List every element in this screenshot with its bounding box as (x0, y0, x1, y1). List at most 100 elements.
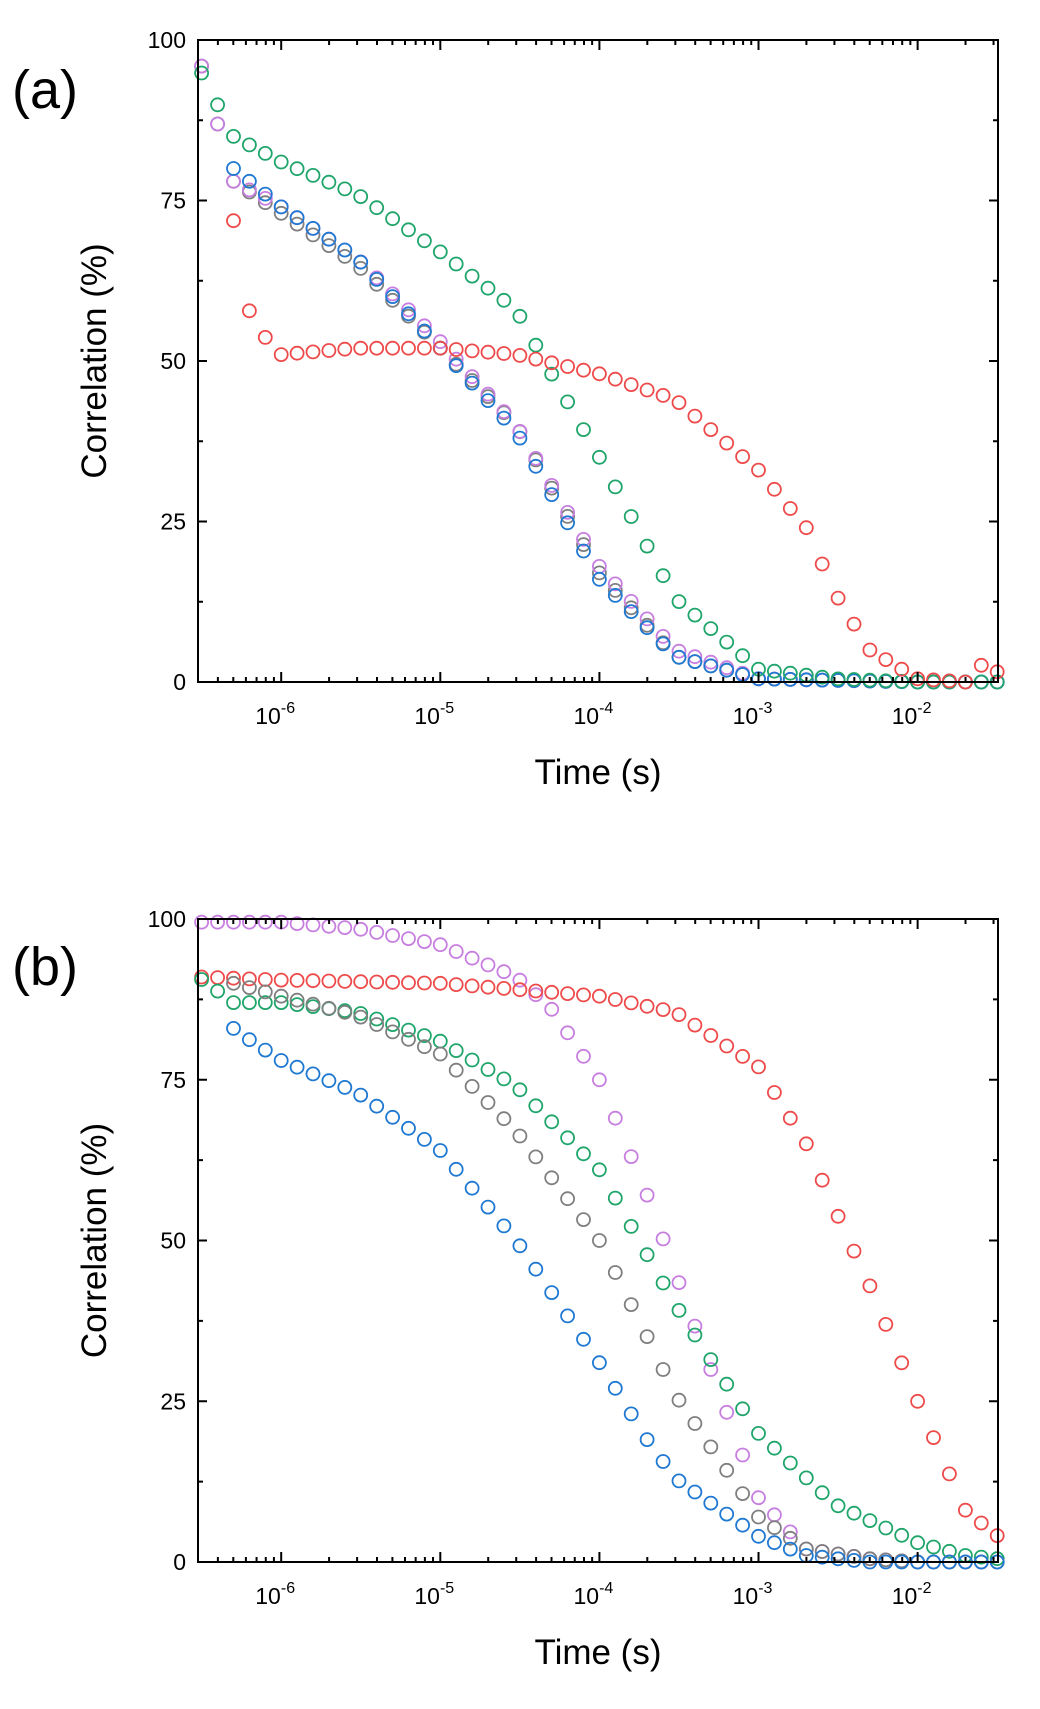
data-point (226, 970, 241, 986)
data-point (337, 974, 353, 989)
data-point (655, 387, 671, 403)
data-point (480, 1199, 496, 1215)
data-point (623, 509, 639, 524)
data-point (751, 1528, 766, 1544)
data-point (416, 233, 432, 249)
series-4 (226, 975, 1005, 1570)
data-point (592, 988, 607, 1004)
data-point (289, 345, 305, 361)
data-point (798, 672, 814, 688)
y-tick-label: 50 (160, 1228, 186, 1254)
data-point (257, 995, 273, 1010)
data-point (735, 1486, 750, 1501)
data-point (544, 1285, 560, 1300)
chart-panel-b: (b) 0 25 50 75 100 10-6 10-5 10-4 10-3 10-2 Time (s… (12, 906, 1005, 1672)
data-point (639, 1187, 655, 1203)
data-point (560, 509, 575, 524)
data-point (401, 1022, 416, 1038)
x-tick-label: 10-5 (414, 700, 454, 729)
data-point (289, 161, 305, 177)
data-point (289, 973, 305, 988)
data-point (719, 1404, 735, 1420)
data-point (385, 974, 401, 990)
data-point (703, 658, 719, 674)
data-point (480, 344, 496, 360)
data-point (496, 346, 512, 361)
data-point (321, 238, 337, 254)
data-point (607, 583, 623, 598)
data-point (592, 366, 607, 382)
data-point (639, 998, 655, 1014)
data-point (639, 1432, 655, 1447)
data-point (512, 1238, 528, 1254)
data-point (385, 211, 401, 227)
data-point (623, 377, 639, 393)
data-point (814, 672, 830, 688)
data-point (703, 1439, 719, 1455)
series-3 (194, 972, 1005, 1567)
data-point (369, 1011, 385, 1027)
data-point (416, 975, 432, 991)
data-point (464, 268, 480, 284)
data-point (767, 1440, 782, 1456)
data-point (210, 914, 226, 930)
data-point (194, 58, 210, 74)
data-point (385, 928, 401, 943)
x-tick-label: 10-3 (733, 1580, 773, 1609)
data-point (512, 1128, 528, 1144)
data-point (289, 992, 305, 1008)
data-point (512, 423, 528, 439)
data-point (528, 1149, 544, 1165)
data-point (528, 337, 544, 353)
data-point (814, 1485, 830, 1501)
data-point (544, 487, 560, 503)
data-point (544, 1114, 560, 1130)
y-tick-label: 0 (173, 1549, 186, 1575)
data-point (241, 173, 257, 189)
data-point (687, 1318, 703, 1334)
data-point (353, 974, 369, 990)
data-point (432, 975, 448, 991)
y-axis-title: Correlation (%) (75, 1123, 114, 1358)
data-point (846, 1505, 862, 1521)
data-point (607, 371, 623, 387)
data-point (369, 340, 385, 356)
data-point (751, 1426, 766, 1441)
data-point (369, 1017, 385, 1032)
data-point (257, 329, 273, 345)
data-point (305, 996, 321, 1012)
data-point (305, 344, 321, 360)
data-point (830, 1208, 846, 1224)
x-tick-label: 10-3 (733, 700, 773, 729)
data-point (576, 1146, 591, 1162)
data-point (910, 1393, 925, 1409)
data-point (401, 975, 416, 991)
data-point (194, 914, 210, 930)
data-point (432, 1033, 448, 1049)
data-point (751, 1490, 766, 1506)
data-point (576, 1331, 591, 1347)
data-point (257, 145, 273, 161)
data-point (226, 995, 241, 1010)
data-point (782, 1455, 798, 1471)
data-point (592, 1162, 607, 1178)
data-point (719, 435, 735, 451)
data-point (369, 276, 385, 292)
data-point (321, 343, 337, 358)
data-point (273, 988, 289, 1004)
data-point (257, 1042, 273, 1058)
data-point (385, 292, 401, 308)
data-point (639, 538, 655, 554)
data-point (544, 1001, 560, 1017)
data-point (226, 173, 241, 189)
data-point (687, 607, 703, 623)
data-point (480, 979, 496, 995)
data-point (544, 355, 560, 371)
data-point (512, 308, 528, 324)
data-point (735, 1401, 750, 1417)
data-point (496, 292, 512, 308)
data-point (767, 1535, 782, 1551)
data-point (305, 227, 321, 243)
data-point (257, 984, 273, 1000)
data-point (623, 1406, 639, 1422)
